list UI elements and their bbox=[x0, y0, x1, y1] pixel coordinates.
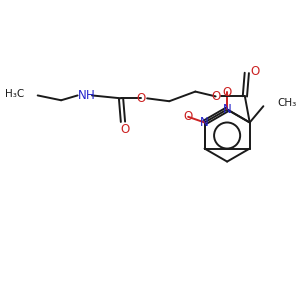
Text: O: O bbox=[211, 90, 220, 103]
Text: N: N bbox=[78, 89, 87, 102]
Text: N: N bbox=[200, 116, 209, 129]
Text: O: O bbox=[120, 123, 130, 136]
Text: N: N bbox=[223, 103, 232, 116]
Text: O: O bbox=[250, 64, 259, 77]
Text: H: H bbox=[86, 89, 94, 102]
Text: CH₃: CH₃ bbox=[277, 98, 296, 108]
Text: O: O bbox=[223, 85, 232, 99]
Text: H₃C: H₃C bbox=[5, 88, 24, 98]
Text: O: O bbox=[184, 110, 193, 123]
Text: O: O bbox=[137, 92, 146, 105]
